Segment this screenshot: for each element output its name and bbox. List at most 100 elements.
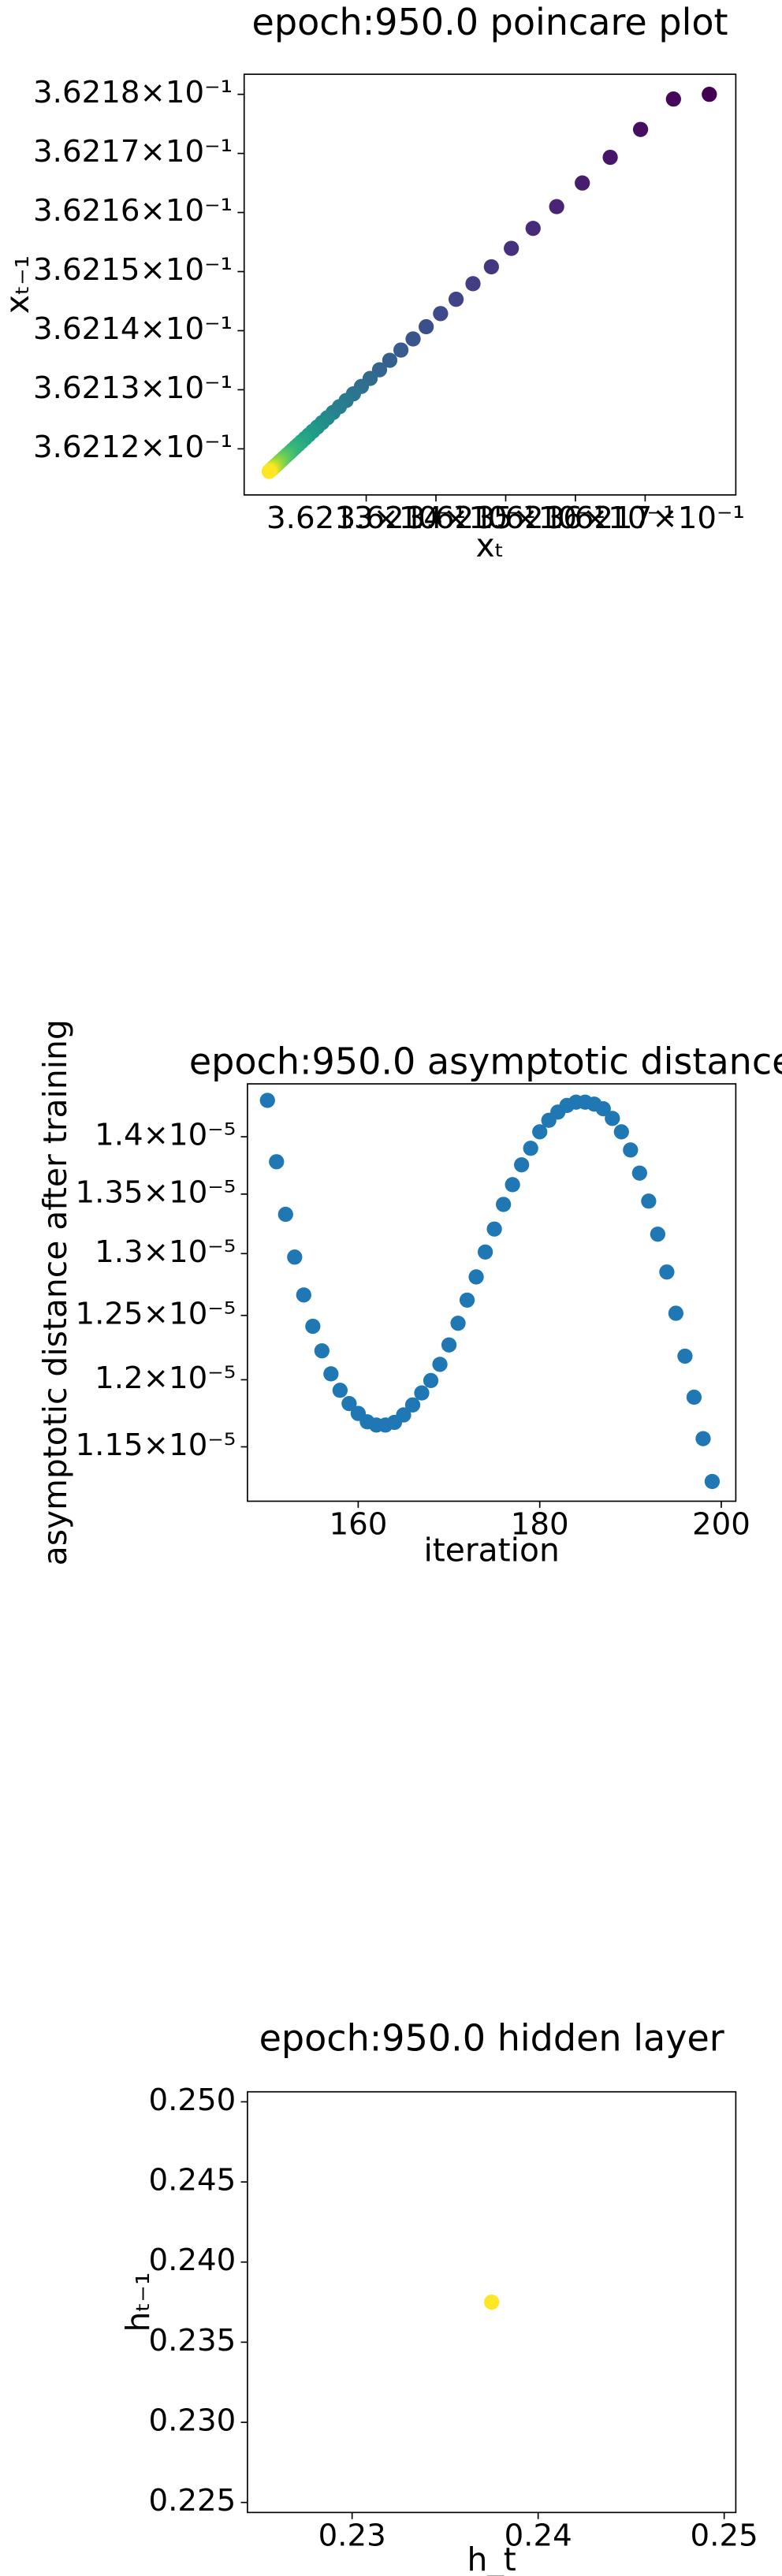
y-tick-label: 3.6218×10⁻¹ bbox=[33, 75, 233, 110]
scatter-point bbox=[314, 1343, 330, 1359]
scatter-point bbox=[382, 352, 398, 368]
y-axis-label: xₜ₋₁ bbox=[0, 255, 36, 314]
y-tick-label: 1.2×10⁻⁵ bbox=[95, 1361, 236, 1396]
scatter-point bbox=[532, 1124, 548, 1140]
scatter-point bbox=[668, 1305, 684, 1321]
x-tick-label: 3.6214×10⁻¹ bbox=[337, 501, 536, 536]
scatter-point bbox=[448, 292, 464, 307]
scatter-point bbox=[396, 1407, 411, 1423]
scatter-point bbox=[465, 276, 481, 292]
scatter-point bbox=[504, 240, 519, 256]
scatter-point bbox=[468, 1269, 484, 1285]
scatter-point bbox=[523, 1141, 538, 1156]
scatter-point bbox=[575, 175, 590, 191]
x-tick-label: 3.6217×10⁻¹ bbox=[546, 501, 745, 536]
scatter-point bbox=[433, 306, 449, 322]
chart-title: epoch:950.0 asymptotic distance bbox=[189, 1040, 782, 1082]
scatter-point bbox=[393, 342, 409, 358]
y-tick-label: 0.240 bbox=[148, 2243, 236, 2278]
y-tick-label: 3.6213×10⁻¹ bbox=[33, 370, 233, 406]
plot-frame bbox=[243, 73, 737, 496]
scatter-point bbox=[623, 1142, 639, 1158]
scatter-point bbox=[659, 1264, 675, 1280]
x-tick-label: 0.25 bbox=[691, 2518, 758, 2553]
plot-frame bbox=[247, 2090, 737, 2514]
scatter-point bbox=[305, 1318, 321, 1335]
y-tick-label: 0.225 bbox=[148, 2483, 236, 2518]
scatter-point bbox=[525, 221, 541, 236]
y-tick-label: 0.245 bbox=[148, 2163, 236, 2198]
scatter-point bbox=[704, 1473, 721, 1490]
scatter-point bbox=[287, 1249, 303, 1265]
scatter-point bbox=[631, 1165, 647, 1181]
y-tick-label: 3.6214×10⁻¹ bbox=[33, 311, 233, 347]
y-axis-label: hₜ₋₁ bbox=[119, 2273, 157, 2332]
y-tick-label: 3.6217×10⁻¹ bbox=[33, 134, 233, 169]
x-tick-label: 3.6216×10⁻¹ bbox=[475, 501, 675, 536]
y-tick-label: 1.4×10⁻⁵ bbox=[95, 1118, 236, 1153]
scatter-point bbox=[641, 1193, 657, 1209]
scatter-point bbox=[405, 331, 421, 347]
y-tick-label: 0.250 bbox=[148, 2083, 236, 2118]
scatter-point bbox=[514, 1157, 530, 1173]
x-tick-label: 180 bbox=[511, 1506, 569, 1542]
y-tick-label: 1.25×10⁻⁵ bbox=[75, 1296, 236, 1331]
y-tick-label: 3.6216×10⁻¹ bbox=[33, 193, 233, 229]
scatter-point bbox=[277, 1206, 293, 1223]
plot-frame bbox=[247, 1083, 737, 1502]
scatter-point bbox=[695, 1431, 711, 1446]
x-tick-label: 3.6215×10⁻¹ bbox=[406, 501, 605, 536]
scatter-point bbox=[261, 463, 277, 479]
y-tick-label: 1.15×10⁻⁵ bbox=[75, 1428, 236, 1463]
scatter-point bbox=[613, 1124, 629, 1140]
chart-title: epoch:950.0 hidden layer bbox=[259, 2016, 724, 2059]
scatter-point bbox=[341, 1395, 357, 1412]
scatter-point bbox=[323, 1366, 339, 1382]
scatter-point bbox=[432, 1357, 448, 1372]
x-tick-label: 0.24 bbox=[505, 2518, 572, 2553]
x-tick-label: 0.23 bbox=[318, 2518, 386, 2553]
y-tick-label: 1.3×10⁻⁵ bbox=[95, 1234, 236, 1270]
scatter-point bbox=[650, 1227, 666, 1242]
x-tick-label: 3.6213×10⁻¹ bbox=[266, 501, 466, 536]
y-tick-label: 3.6212×10⁻¹ bbox=[33, 430, 233, 465]
scatter-point bbox=[450, 1316, 466, 1331]
x-tick-label: 200 bbox=[692, 1506, 750, 1542]
chart-title: epoch:950.0 poincare plot bbox=[252, 1, 728, 43]
scatter-point bbox=[332, 1383, 348, 1398]
scatter-point bbox=[496, 1197, 512, 1212]
scatter-point bbox=[269, 1154, 285, 1170]
y-tick-label: 3.6215×10⁻¹ bbox=[33, 252, 233, 288]
scatter-point bbox=[459, 1292, 475, 1308]
scatter-point bbox=[414, 1385, 430, 1401]
scatter-point bbox=[296, 1287, 311, 1303]
scatter-point bbox=[595, 1100, 611, 1117]
scatter-point bbox=[419, 318, 434, 335]
scatter-point bbox=[602, 149, 618, 166]
scatter-point bbox=[549, 199, 564, 214]
scatter-point bbox=[484, 2294, 500, 2310]
x-axis-label: xₜ bbox=[475, 527, 504, 564]
scatter-point bbox=[404, 1397, 421, 1413]
scatter-point bbox=[441, 1337, 457, 1353]
x-tick-label: 160 bbox=[329, 1506, 387, 1542]
x-axis-label: h_t bbox=[467, 2541, 516, 2576]
scatter-point bbox=[477, 1244, 493, 1260]
scatter-point bbox=[677, 1348, 693, 1364]
x-axis-label: iteration bbox=[423, 1531, 559, 1569]
scatter-point bbox=[632, 121, 649, 137]
scatter-point bbox=[686, 1389, 702, 1405]
scatter-point bbox=[605, 1111, 620, 1126]
scatter-point bbox=[483, 259, 499, 275]
scatter-point bbox=[665, 91, 681, 107]
scatter-point bbox=[702, 87, 717, 102]
scatter-point bbox=[423, 1372, 439, 1389]
y-tick-label: 1.35×10⁻⁵ bbox=[75, 1174, 236, 1210]
scatter-point bbox=[486, 1221, 502, 1237]
scatter-point bbox=[259, 1093, 275, 1108]
y-tick-label: 0.230 bbox=[148, 2403, 236, 2439]
y-axis-label: asymptotic distance after training bbox=[36, 1019, 74, 1565]
scatter-point bbox=[505, 1177, 520, 1193]
